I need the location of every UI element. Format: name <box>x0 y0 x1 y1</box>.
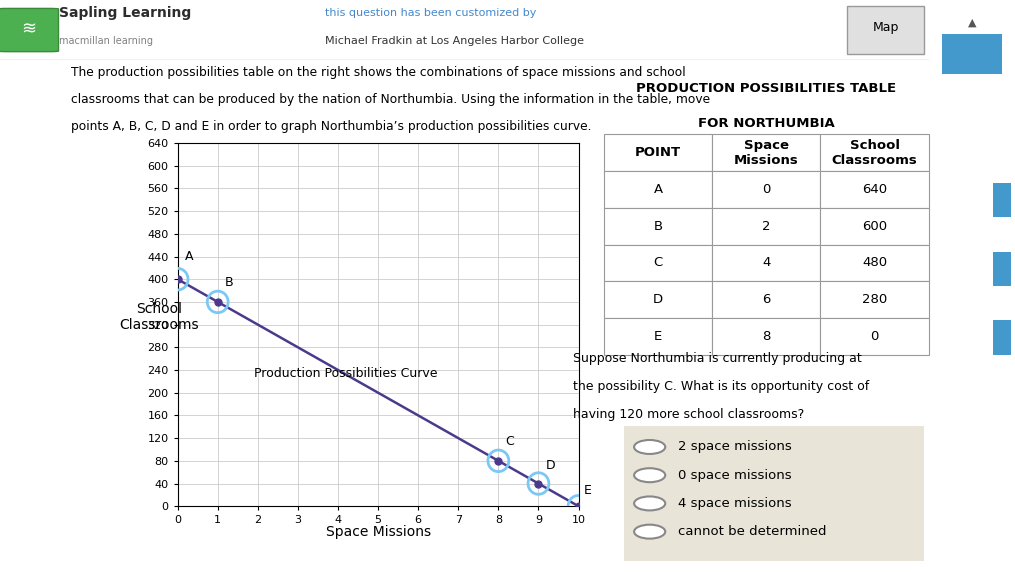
Text: points A, B, C, D and E in order to graph Northumbia’s production possibilities : points A, B, C, D and E in order to grap… <box>71 120 592 133</box>
Circle shape <box>634 496 665 510</box>
Text: 4 space missions: 4 space missions <box>678 497 792 510</box>
Text: having 120 more school classrooms?: having 120 more school classrooms? <box>573 408 805 422</box>
Text: cannot be determined: cannot be determined <box>678 525 826 538</box>
Text: School
Classrooms: School Classrooms <box>120 302 199 332</box>
Text: Suppose Northumbia is currently producing at: Suppose Northumbia is currently producin… <box>573 352 862 365</box>
Text: this question has been customized by: this question has been customized by <box>325 8 537 18</box>
Text: the possibility C. What is its opportunity cost of: the possibility C. What is its opportuni… <box>573 380 870 393</box>
Bar <box>994 183 1011 217</box>
Text: ▲: ▲ <box>967 18 976 28</box>
Text: The production possibilities table on the right shows the combinations of space : The production possibilities table on th… <box>71 66 686 79</box>
Text: classrooms that can be produced by the nation of Northumbia. Using the informati: classrooms that can be produced by the n… <box>71 93 710 106</box>
Text: PRODUCTION POSSIBILITIES TABLE: PRODUCTION POSSIBILITIES TABLE <box>636 82 896 95</box>
Text: B: B <box>225 276 233 289</box>
Text: Michael Fradkin at Los Angeles Harbor College: Michael Fradkin at Los Angeles Harbor Co… <box>325 36 584 46</box>
Circle shape <box>634 468 665 482</box>
Bar <box>942 34 1002 74</box>
FancyBboxPatch shape <box>0 9 59 51</box>
Text: macmillan learning: macmillan learning <box>59 36 152 46</box>
Text: A: A <box>185 251 193 263</box>
FancyBboxPatch shape <box>615 422 933 565</box>
Text: C: C <box>505 435 515 448</box>
Text: Sapling Learning: Sapling Learning <box>59 6 191 20</box>
Circle shape <box>634 525 665 539</box>
Bar <box>994 252 1011 286</box>
Text: Production Possibilities Curve: Production Possibilities Curve <box>255 367 437 380</box>
Bar <box>994 320 1011 355</box>
Text: D: D <box>546 459 555 472</box>
Text: 2 space missions: 2 space missions <box>678 440 792 454</box>
FancyBboxPatch shape <box>847 6 925 54</box>
Text: Map: Map <box>873 21 899 34</box>
Text: ≋: ≋ <box>21 20 37 38</box>
Text: E: E <box>584 484 591 497</box>
Text: 0 space missions: 0 space missions <box>678 468 792 482</box>
Circle shape <box>634 440 665 454</box>
Text: FOR NORTHUMBIA: FOR NORTHUMBIA <box>698 117 834 130</box>
Text: Space Missions: Space Missions <box>326 525 430 539</box>
